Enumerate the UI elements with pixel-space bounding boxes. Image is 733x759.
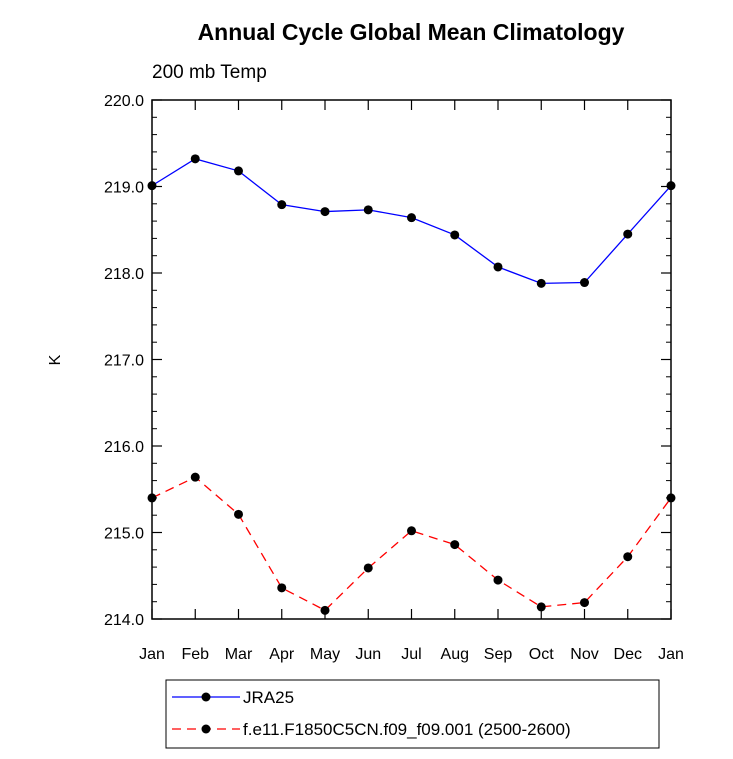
series-1-point — [234, 166, 243, 176]
series-2-point — [493, 575, 503, 585]
x-tick-label: Aug — [441, 646, 469, 663]
y-tick-label: 220.0 — [104, 93, 144, 110]
y-tick-label: 217.0 — [104, 353, 144, 370]
series-2-point — [450, 540, 460, 550]
series-1-point — [147, 181, 157, 191]
series-1-point — [623, 229, 633, 239]
y-tick-label: 215.0 — [104, 526, 144, 543]
legend-label-2: f.e11.F1850C5CN.f09_f09.001 (2500-2600) — [243, 720, 571, 739]
series-2-point — [580, 598, 589, 608]
series-1-point — [536, 278, 546, 288]
x-tick-label: Dec — [614, 646, 642, 663]
series-1-point — [407, 213, 416, 223]
y-axis-label: K — [47, 354, 64, 365]
series-1-point — [450, 230, 460, 240]
series-2-point — [190, 472, 200, 482]
y-tick-label: 216.0 — [104, 439, 144, 456]
legend-marker-2 — [201, 724, 211, 734]
series-2-point — [407, 526, 416, 536]
chart-subtitle: 200 mb Temp — [152, 62, 267, 83]
ticks-layer: 214.0 215.0 216.0 217.0 218.0 219.0 220.0 Jan Fe… — [104, 93, 684, 663]
x-tick-label: Sep — [484, 646, 513, 663]
legend-marker-1 — [201, 692, 211, 702]
series-1-point — [666, 181, 676, 191]
y-tick-label: 214.0 — [104, 612, 144, 629]
series-2-point — [234, 509, 243, 519]
series-layer — [147, 154, 676, 615]
legend-label-1: JRA25 — [243, 688, 294, 707]
series-2-point — [623, 552, 633, 562]
series-1-point — [580, 278, 589, 288]
x-tick-label: Apr — [269, 646, 295, 663]
series-1-point — [320, 207, 330, 217]
x-tick-label: May — [310, 646, 340, 663]
series-2-point — [666, 493, 676, 503]
y-tick-label: 218.0 — [104, 266, 144, 283]
chart-title: Annual Cycle Global Mean Climatology — [198, 19, 625, 45]
series-1-point — [190, 154, 200, 164]
x-tick-label: Nov — [570, 646, 598, 663]
series-1-point — [363, 205, 373, 215]
legend-layer: JRA25 f.e11.F1850C5CN.f09_f09.001 (2500-2… — [172, 688, 571, 739]
series-2-point — [536, 602, 546, 612]
legend-box — [165, 679, 660, 749]
plot-frame — [151, 99, 672, 620]
x-tick-label: Jan — [658, 646, 684, 663]
series-2-point — [277, 583, 287, 593]
x-tick-label: Mar — [225, 646, 253, 663]
y-tick-label: 219.0 — [104, 180, 144, 197]
series-2-point — [147, 493, 157, 503]
x-tick-label: Jul — [401, 646, 421, 663]
series-2-point — [320, 605, 330, 615]
x-tick-label: Jun — [355, 646, 381, 663]
series-1-point — [277, 200, 287, 210]
series-line-2 — [151, 476, 672, 612]
x-tick-label: Feb — [181, 646, 209, 663]
series-1-point — [493, 262, 503, 272]
x-tick-label: Oct — [529, 646, 554, 663]
x-tick-label: Jan — [139, 646, 165, 663]
series-2-point — [363, 563, 373, 573]
